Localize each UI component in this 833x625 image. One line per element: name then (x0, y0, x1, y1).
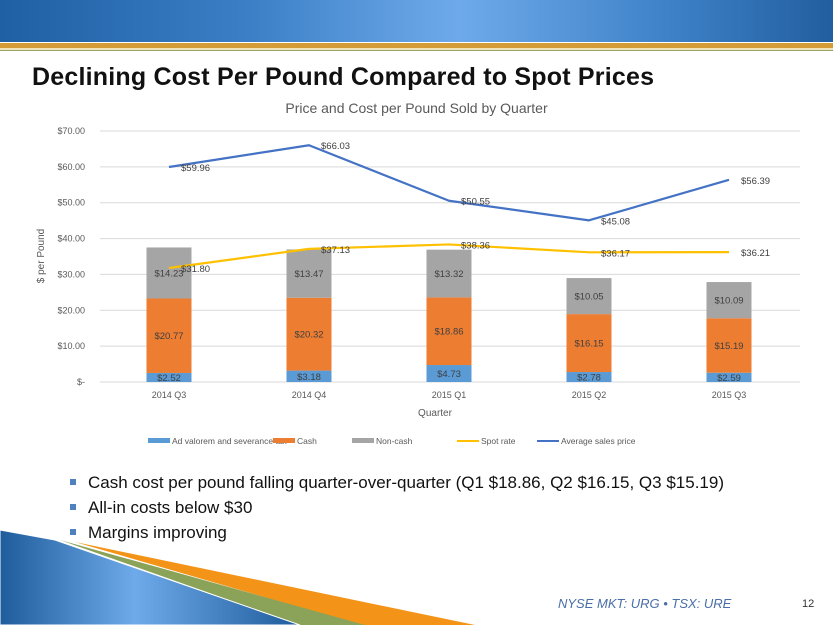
bullet-list: Cash cost per pound falling quarter-over… (70, 470, 724, 545)
footer-green-shape (60, 540, 365, 625)
legend: Ad valorem and severance tax Cash Non-cash… (148, 436, 636, 446)
legend-label: Cash (297, 436, 317, 446)
bar-data-label: $16.15 (574, 339, 603, 350)
bar-non-cash (566, 278, 612, 315)
header-band (0, 0, 833, 42)
line-data-label: $36.17 (601, 248, 630, 259)
bar-non-cash (706, 282, 752, 319)
x-tick-label: 2015 Q1 (432, 390, 467, 400)
bar-data-label: $20.32 (294, 330, 323, 341)
x-tick-label: 2014 Q3 (152, 390, 187, 400)
x-axis-label: Quarter (418, 408, 453, 419)
x-tick-label: 2015 Q3 (712, 390, 747, 400)
line-data-label: $38.36 (461, 240, 490, 251)
bar-cash (286, 297, 332, 371)
bar-data-label: $13.47 (294, 269, 323, 280)
y-tick-label: $10.00 (57, 341, 85, 351)
legend-swatch (273, 438, 295, 443)
bar-ad-valorem-and-severance-tax (426, 365, 472, 382)
line-data-label: $45.08 (601, 216, 630, 227)
line-data-label: $66.03 (321, 141, 350, 152)
footer-swoosh (0, 529, 475, 625)
legend-swatch (148, 438, 170, 443)
header-gold-stripe (0, 43, 833, 48)
y-tick-labels: $- $10.00 $20.00 $30.00 $40.00 $50.00 $60.00 $7… (57, 126, 85, 387)
y-tick-label: $- (77, 377, 85, 387)
x-tick-label: 2014 Q4 (292, 390, 327, 400)
y-tick-label: $20.00 (57, 305, 85, 315)
bar-data-label: $2.52 (157, 373, 181, 384)
bar-data-label: $15.19 (714, 341, 743, 352)
bar-non-cash (286, 249, 332, 298)
y-tick-label: $30.00 (57, 269, 85, 279)
bar-cash (426, 297, 472, 366)
legend-swatch (352, 438, 374, 443)
bar-cash (566, 314, 612, 373)
header-cream-stripe (0, 48, 833, 50)
chart: $- $10.00 $20.00 $30.00 $40.00 $50.00 $60.00 $7… (36, 126, 800, 446)
x-tick-label: 2015 Q2 (572, 390, 607, 400)
bar-data-label: $18.86 (434, 327, 463, 338)
y-tick-label: $40.00 (57, 234, 85, 244)
bullet-text: Cash cost per pound falling quarter-over… (88, 473, 724, 492)
bar-ad-valorem-and-severance-tax (566, 372, 612, 382)
page-number: 12 (802, 598, 815, 610)
data-labels: $2.52 $20.77 $14.23 $3.18 $20.32 $13.47 $4.73 $… (154, 141, 770, 384)
chart-title: Price and Cost per Pound Sold by Quarter (285, 100, 548, 116)
footer-ticker: NYSE MKT: URG • TSX: URE (558, 596, 732, 611)
legend-label: Average sales price (561, 436, 636, 446)
line-data-label: $50.55 (461, 197, 490, 208)
bar-cash (706, 318, 752, 373)
bullet-text: All-in costs below $30 (88, 498, 253, 517)
bullet-text: Margins improving (88, 523, 227, 542)
bar-data-label: $4.73 (437, 369, 461, 380)
bullet-square-icon (70, 504, 76, 510)
line-data-label: $56.39 (741, 176, 770, 187)
bullet-item: Cash cost per pound falling quarter-over… (70, 470, 724, 495)
y-tick-label: $70.00 (57, 126, 85, 136)
bar-data-label: $10.05 (574, 292, 603, 303)
bars (146, 247, 752, 382)
bar-ad-valorem-and-severance-tax (286, 370, 332, 382)
legend-label: Non-cash (376, 436, 413, 446)
legend-label: Spot rate (481, 436, 516, 446)
bullet-item: Margins improving (70, 520, 724, 545)
line-average-sales-price (168, 144, 730, 222)
header-olive-stripe (0, 50, 833, 51)
bar-data-label: $2.78 (577, 373, 601, 384)
footer-orange-shape (75, 542, 475, 625)
bar-ad-valorem-and-severance-tax (706, 372, 752, 382)
bar-data-label: $3.18 (297, 372, 321, 383)
legend-label: Ad valorem and severance tax (172, 436, 288, 446)
bar-data-label: $13.32 (434, 269, 463, 280)
slide-title: Declining Cost Per Pound Compared to Spo… (32, 63, 655, 91)
bar-non-cash (146, 247, 192, 299)
bar-data-label: $20.77 (154, 331, 183, 342)
y-tick-label: $60.00 (57, 162, 85, 172)
bullet-square-icon (70, 479, 76, 485)
header-divider (0, 42, 833, 43)
line-data-label: $31.80 (181, 264, 210, 275)
lines (168, 144, 730, 270)
y-axis-label: $ per Pound (36, 229, 47, 284)
bullet-square-icon (70, 529, 76, 535)
bar-data-label: $10.09 (714, 296, 743, 307)
bar-non-cash (426, 249, 472, 298)
bar-cash (146, 298, 192, 373)
line-data-label: $59.96 (181, 163, 210, 174)
bar-data-label: $2.59 (717, 373, 741, 384)
footer-blue-shape (0, 529, 301, 625)
x-tick-labels: 2014 Q3 2014 Q4 2015 Q1 2015 Q2 2015 Q3 (152, 390, 747, 400)
y-tick-label: $50.00 (57, 198, 85, 208)
line-data-label: $37.13 (321, 245, 350, 256)
line-data-label: $36.21 (741, 248, 770, 259)
bullet-item: All-in costs below $30 (70, 495, 724, 520)
bar-ad-valorem-and-severance-tax (146, 372, 192, 382)
bar-data-label: $14.23 (154, 268, 183, 279)
